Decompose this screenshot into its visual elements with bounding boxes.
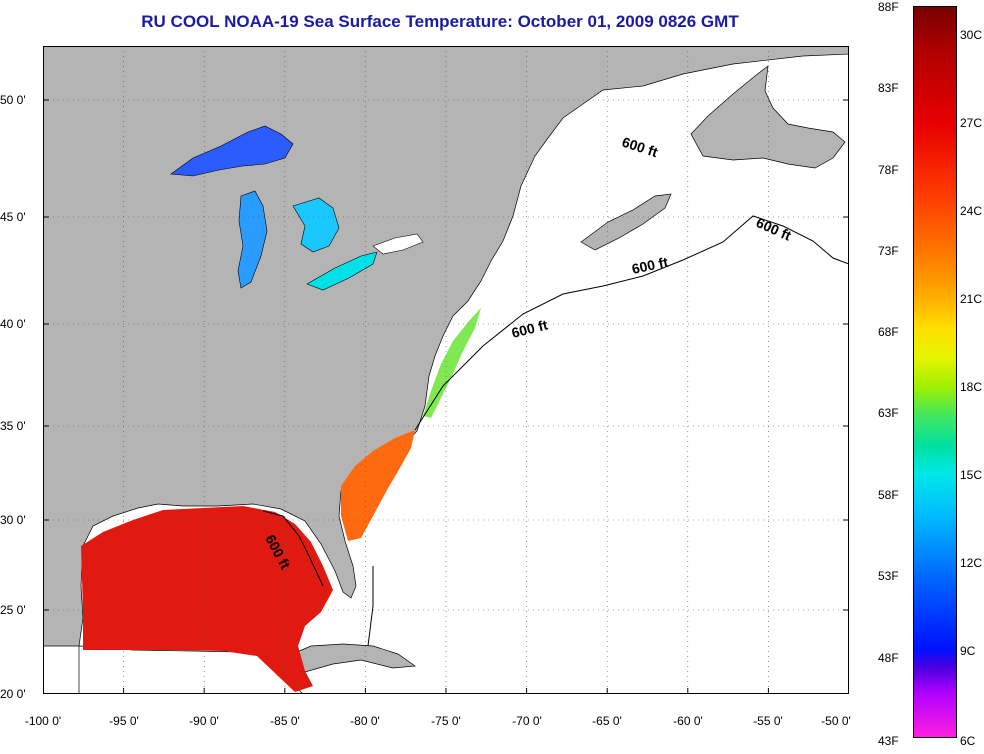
lon-label-55: -55 0' bbox=[753, 714, 783, 728]
lon-label-65: -65 0' bbox=[592, 714, 622, 728]
colorbar-c-15: 15C bbox=[960, 468, 983, 482]
colorbar-c-27: 27C bbox=[960, 116, 983, 130]
lat-label-50: 50 0' bbox=[0, 93, 26, 107]
lake-michigan bbox=[237, 190, 268, 289]
colorbar-f-58: 58F bbox=[878, 488, 899, 502]
nova-scotia-land bbox=[580, 193, 672, 251]
colorbar-c-18: 18C bbox=[960, 380, 983, 394]
lake-erie bbox=[306, 251, 378, 291]
colorbar-f-63: 63F bbox=[878, 406, 899, 420]
lon-label-80: -80 0' bbox=[350, 714, 380, 728]
lon-label-95: -95 0' bbox=[109, 714, 139, 728]
sst-map[interactable]: 600 ft 600 ft 600 ft 600 ft 600 ft bbox=[43, 46, 849, 694]
colorbar-f-88: 88F bbox=[878, 0, 899, 14]
map-canvas: 600 ft 600 ft 600 ft 600 ft 600 ft bbox=[43, 46, 849, 694]
lat-label-30: 30 0' bbox=[0, 513, 26, 527]
newfoundland-land bbox=[690, 65, 846, 169]
colorbar-f-83: 83F bbox=[878, 81, 899, 95]
colorbar-f-68: 68F bbox=[878, 325, 899, 339]
lat-label-20: 20 0' bbox=[0, 687, 26, 701]
lake-superior bbox=[170, 125, 294, 177]
isobath-600ft-line bbox=[262, 215, 849, 647]
lon-label-50: -50 0' bbox=[821, 714, 851, 728]
colorbar-c-12: 12C bbox=[960, 556, 983, 570]
colorbar-c-6: 6C bbox=[960, 734, 976, 748]
gulf-stream-sst bbox=[341, 430, 415, 541]
lon-label-75: -75 0' bbox=[431, 714, 461, 728]
colorbar-c-24: 24C bbox=[960, 204, 983, 218]
colorbar-f-53: 53F bbox=[878, 569, 899, 583]
lon-label-100: -100 0' bbox=[24, 714, 62, 728]
colorbar-c-9: 9C bbox=[960, 644, 976, 658]
lat-label-40: 40 0' bbox=[0, 317, 26, 331]
lon-label-90: -90 0' bbox=[189, 714, 219, 728]
lon-label-70: -70 0' bbox=[512, 714, 542, 728]
lake-huron bbox=[292, 197, 340, 253]
lake-ontario bbox=[372, 233, 424, 255]
isobath-label-3: 600 ft bbox=[630, 254, 669, 277]
lon-label-85: -85 0' bbox=[270, 714, 300, 728]
lat-label-45: 45 0' bbox=[0, 210, 26, 224]
map-border bbox=[43, 46, 849, 694]
gulf-of-mexico-sst bbox=[81, 506, 333, 692]
colorbar-f-48: 48F bbox=[878, 651, 899, 665]
lat-label-25: 25 0' bbox=[0, 603, 26, 617]
temperature-colorbar bbox=[913, 6, 957, 738]
colorbar-f-78: 78F bbox=[878, 163, 899, 177]
colorbar-c-21: 21C bbox=[960, 292, 983, 306]
cuba-land bbox=[282, 643, 416, 673]
colorbar-f-73: 73F bbox=[878, 244, 899, 258]
colorbar-f-43: 43F bbox=[878, 734, 899, 748]
lat-label-35: 35 0' bbox=[0, 419, 26, 433]
graticule bbox=[43, 46, 849, 694]
colorbar-c-30: 30C bbox=[960, 28, 983, 42]
lon-label-60: -60 0' bbox=[673, 714, 703, 728]
map-title: RU COOL NOAA-19 Sea Surface Temperature:… bbox=[141, 12, 739, 31]
mid-atlantic-shelf-sst bbox=[423, 308, 481, 418]
